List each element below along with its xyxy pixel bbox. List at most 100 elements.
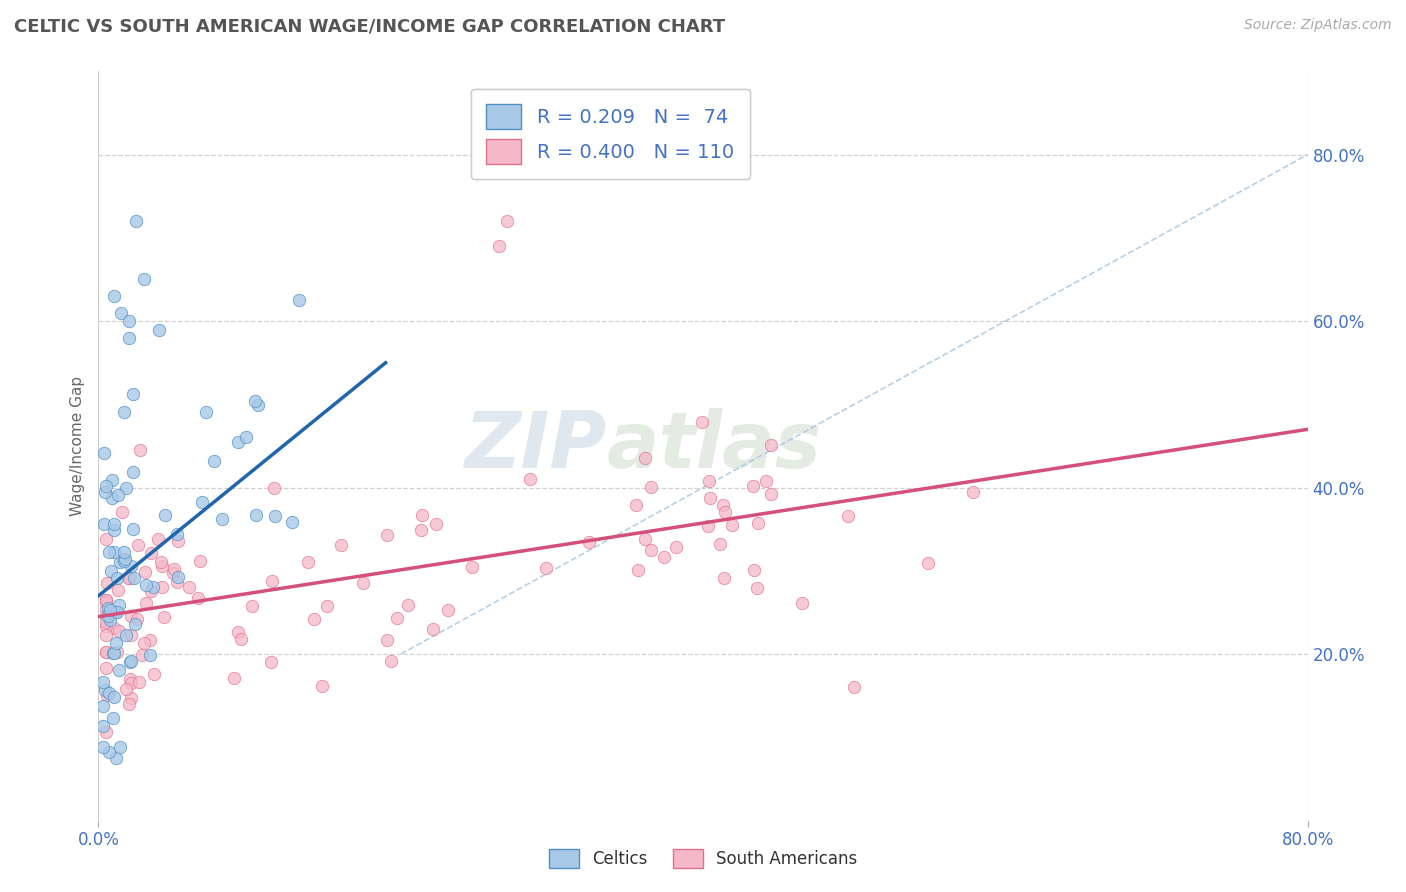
Point <box>94 725 117 739</box>
Point <box>118 571 141 585</box>
Point <box>96 479 118 493</box>
Point <box>790 596 813 610</box>
Point <box>105 605 128 619</box>
Point <box>409 523 432 537</box>
Point <box>94 593 117 607</box>
Point <box>94 645 117 659</box>
Point <box>91 699 114 714</box>
Point <box>652 550 675 565</box>
Point <box>118 331 141 345</box>
Legend: R = 0.209   N =  74, R = 0.400   N = 110: R = 0.209 N = 74, R = 0.400 N = 110 <box>471 88 749 179</box>
Point <box>118 672 141 686</box>
Point <box>122 465 145 479</box>
Point <box>699 491 721 505</box>
Point <box>131 648 153 662</box>
Point <box>105 751 128 765</box>
Point <box>755 474 778 488</box>
Point <box>640 480 662 494</box>
Point <box>108 624 131 638</box>
Point <box>94 661 117 675</box>
Point <box>103 646 125 660</box>
Point <box>536 561 558 575</box>
Point <box>624 499 647 513</box>
Point <box>107 488 129 502</box>
Point <box>97 545 120 559</box>
Point <box>375 632 398 647</box>
Point <box>245 508 267 522</box>
Point <box>122 522 145 536</box>
Point <box>101 473 124 487</box>
Point <box>120 609 142 624</box>
Point <box>167 570 190 584</box>
Point <box>120 691 142 706</box>
Point <box>329 538 352 552</box>
Point <box>962 485 984 500</box>
Point <box>112 405 135 419</box>
Point <box>101 711 124 725</box>
Point <box>128 674 150 689</box>
Point <box>380 654 402 668</box>
Point <box>97 745 120 759</box>
Point <box>288 293 311 307</box>
Point <box>264 508 287 523</box>
Point <box>461 559 484 574</box>
Point <box>742 479 765 493</box>
Point <box>697 519 720 533</box>
Y-axis label: Wage/Income Gap: Wage/Income Gap <box>70 376 86 516</box>
Point <box>742 563 765 577</box>
Point <box>226 434 249 449</box>
Point <box>690 416 713 430</box>
Point <box>917 557 939 571</box>
Point <box>108 599 131 613</box>
Point <box>129 443 152 458</box>
Point <box>134 565 156 579</box>
Point <box>120 654 142 668</box>
Point <box>120 676 142 690</box>
Point <box>211 511 233 525</box>
Point <box>93 446 115 460</box>
Point <box>94 608 117 623</box>
Point <box>111 505 134 519</box>
Point <box>132 272 155 286</box>
Point <box>114 481 136 495</box>
Point <box>94 602 117 616</box>
Point <box>634 450 657 465</box>
Point <box>709 537 731 551</box>
Point <box>714 505 737 519</box>
Point <box>844 681 866 695</box>
Point <box>103 621 125 635</box>
Point <box>94 533 117 547</box>
Point <box>94 627 117 641</box>
Point <box>101 491 124 506</box>
Point <box>98 686 121 700</box>
Point <box>260 574 283 589</box>
Point <box>94 682 117 697</box>
Point <box>115 682 138 697</box>
Point <box>139 584 162 599</box>
Point <box>246 398 269 412</box>
Point <box>94 593 117 607</box>
Point <box>425 516 447 531</box>
Point <box>411 508 433 522</box>
Point <box>117 571 139 585</box>
Point <box>194 405 217 419</box>
Point <box>149 555 172 569</box>
Point <box>96 576 118 591</box>
Point <box>260 655 283 669</box>
Point <box>122 571 145 585</box>
Point <box>98 613 121 627</box>
Point <box>103 523 125 537</box>
Point <box>240 599 263 614</box>
Point <box>139 648 162 662</box>
Point <box>150 580 173 594</box>
Point <box>124 616 146 631</box>
Point <box>721 517 744 532</box>
Point <box>110 306 132 320</box>
Point <box>108 663 131 677</box>
Point <box>747 516 769 530</box>
Point <box>91 719 114 733</box>
Point <box>235 430 257 444</box>
Point <box>139 546 162 560</box>
Point <box>153 508 176 522</box>
Point <box>375 528 398 542</box>
